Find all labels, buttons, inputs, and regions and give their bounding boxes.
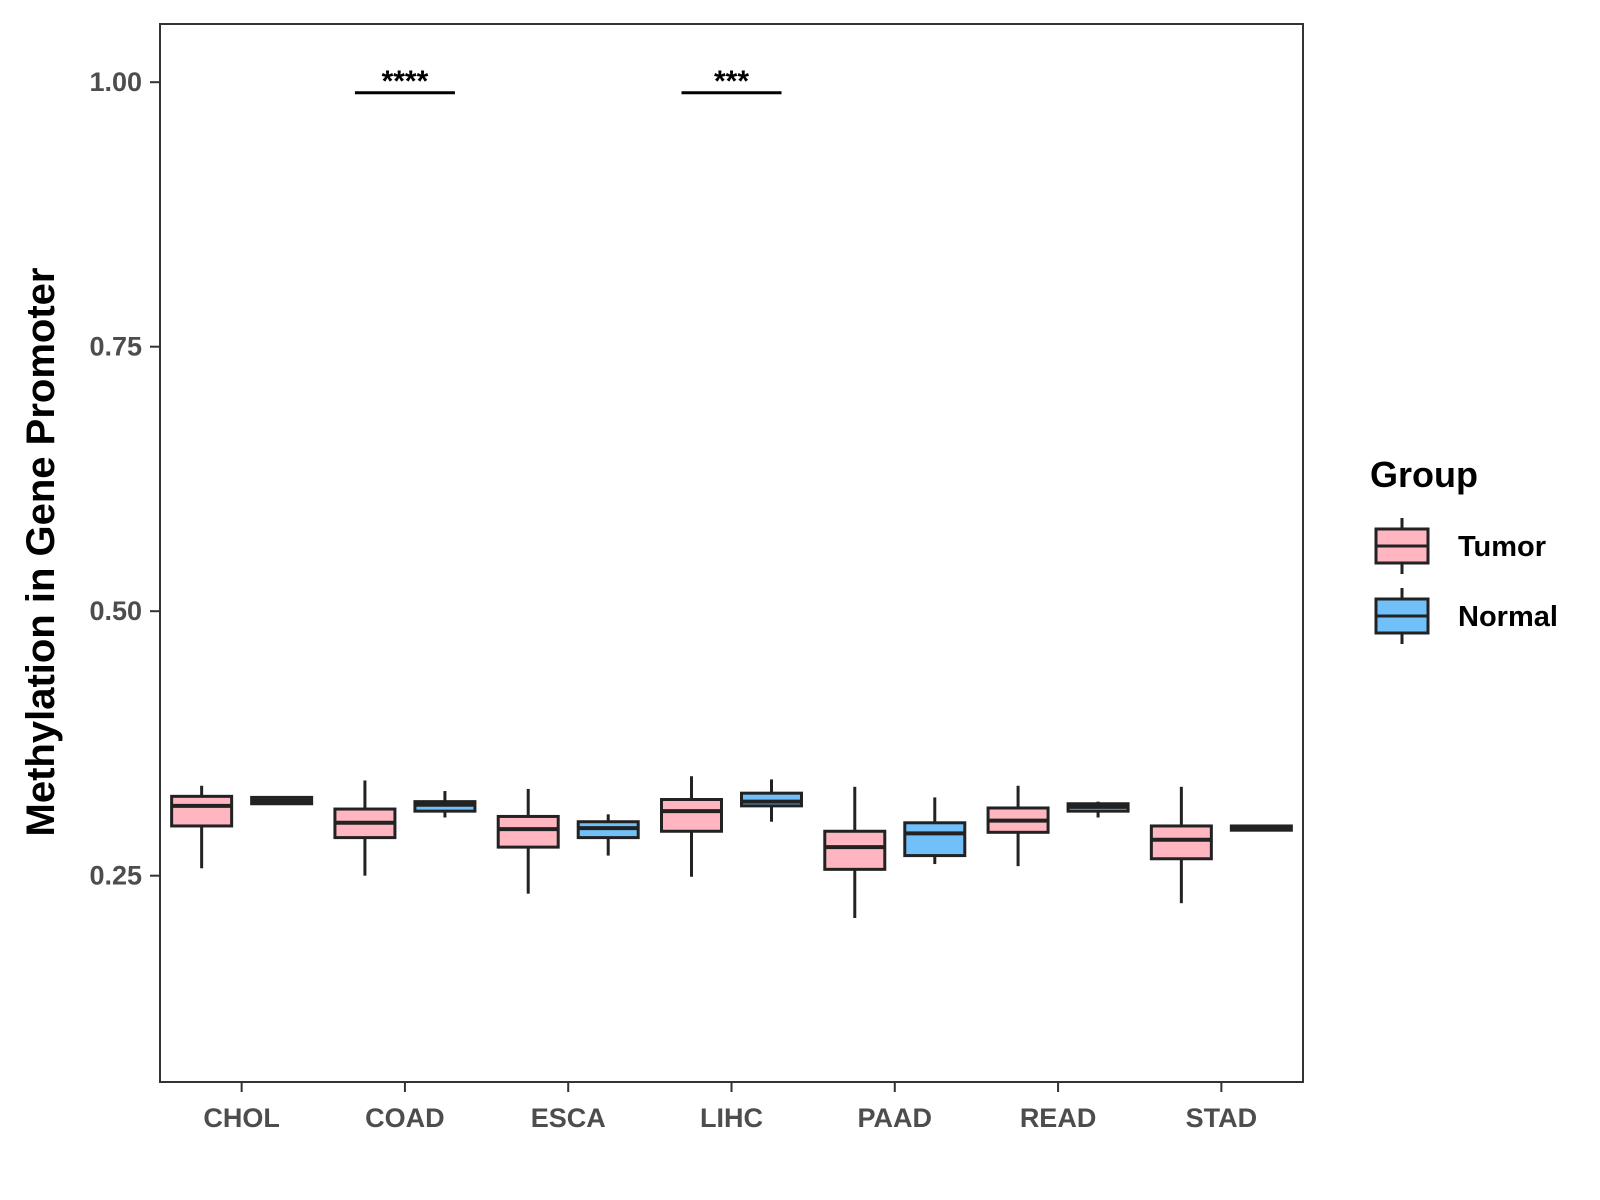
box-normal-esca — [576, 814, 640, 856]
x-tick-label-paad: PAAD — [858, 1103, 933, 1133]
box-body — [170, 794, 234, 828]
y-tick-label-1.00: 1.00 — [89, 67, 142, 97]
x-tick-label-stad: STAD — [1186, 1103, 1258, 1133]
legend-title: Group — [1370, 454, 1478, 495]
box-body — [660, 798, 723, 833]
y-axis-title: Methylation in Gene Promoter — [19, 268, 63, 837]
sig-label-coad: **** — [382, 65, 429, 98]
box-tumor-lihc — [660, 776, 723, 877]
x-axis: CHOL COAD ESCA LIHC PAAD READ STAD — [203, 1082, 1257, 1133]
box-tumor-coad — [333, 780, 397, 876]
significance-annotations: **** *** — [354, 65, 782, 98]
y-tick-label-0.25: 0.25 — [89, 861, 142, 891]
x-tick-label-chol: CHOL — [203, 1103, 280, 1133]
box-normal-coad — [413, 791, 477, 818]
sig-label-lihc: *** — [714, 65, 749, 98]
box-normal-paad — [903, 797, 967, 865]
box-body — [1149, 824, 1213, 861]
box-tumor-chol — [170, 785, 234, 869]
legend-item-tumor: Tumor — [1374, 518, 1546, 574]
y-axis: 0.25 0.50 0.75 1.00 — [89, 67, 160, 891]
legend-label-tumor: Tumor — [1458, 531, 1546, 563]
box-body — [740, 791, 803, 808]
x-tick-label-lihc: LIHC — [700, 1103, 763, 1133]
plot-panel — [159, 23, 1304, 1083]
box-tumor-paad — [823, 786, 887, 919]
box-series — [170, 776, 1293, 919]
y-tick-label-0.50: 0.50 — [89, 596, 142, 626]
x-tick-label-esca: ESCA — [531, 1103, 606, 1133]
box-body — [903, 821, 967, 858]
box-tumor-esca — [496, 788, 560, 894]
box-body — [823, 829, 887, 871]
box-normal-chol — [250, 795, 314, 806]
x-tick-label-coad: COAD — [365, 1103, 445, 1133]
legend: Group Tumor Normal — [1370, 454, 1558, 644]
box-body — [496, 814, 560, 849]
box-normal-read — [1066, 801, 1130, 818]
x-tick-label-read: READ — [1020, 1103, 1097, 1133]
legend-label-normal: Normal — [1458, 601, 1558, 633]
y-tick-label-0.75: 0.75 — [89, 332, 142, 362]
box-normal-lihc — [740, 779, 803, 822]
box-normal-stad — [1229, 824, 1293, 832]
legend-item-normal: Normal — [1374, 588, 1558, 644]
box-tumor-read — [986, 785, 1050, 867]
box-tumor-stad — [1149, 786, 1213, 904]
